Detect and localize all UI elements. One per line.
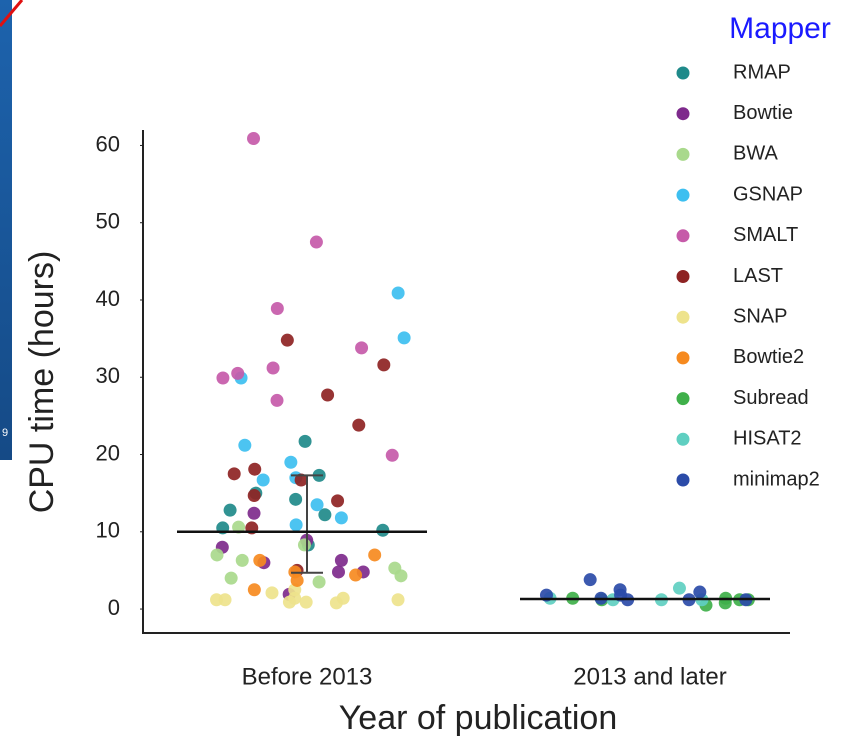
y-tick-label: 20: [96, 440, 120, 465]
x-tick-label: Before 2013: [242, 663, 373, 690]
data-point: [376, 523, 390, 537]
data-point: [334, 553, 348, 567]
data-point: [223, 503, 237, 517]
data-point: [297, 538, 311, 552]
slide-fragment: 9: [2, 427, 8, 439]
legend-label: SNAP: [733, 305, 787, 327]
data-point: [377, 358, 391, 372]
data-point: [334, 511, 348, 525]
data-point: [235, 553, 249, 567]
data-point: [216, 371, 230, 385]
data-point: [309, 235, 323, 249]
data-point: [391, 593, 405, 607]
data-point: [253, 553, 267, 567]
data-point: [265, 586, 279, 600]
data-point: [256, 473, 270, 487]
legend-label: GSNAP: [733, 183, 803, 205]
data-point: [312, 575, 326, 589]
data-point: [294, 473, 308, 487]
data-point: [238, 438, 252, 452]
legend-label: Bowtie2: [733, 346, 804, 368]
data-point: [331, 494, 345, 508]
data-point: [693, 585, 707, 599]
data-point: [583, 573, 597, 587]
legend-swatch: [676, 432, 690, 446]
y-tick-label: 40: [96, 286, 120, 311]
data-point: [266, 361, 280, 375]
x-tick-label: 2013 and later: [573, 663, 726, 690]
slide-red-line: [0, 0, 24, 27]
legend-swatch: [676, 392, 690, 406]
legend-label: Bowtie: [733, 102, 793, 124]
y-tick-label: 30: [96, 363, 120, 388]
legend-title: Mapper: [729, 12, 831, 45]
legend-swatch: [676, 351, 690, 365]
data-point: [310, 498, 324, 512]
legend-label: RMAP: [733, 61, 791, 83]
legend-label: SMALT: [733, 224, 798, 246]
data-point: [210, 593, 224, 607]
data-point: [298, 434, 312, 448]
data-point: [318, 508, 332, 522]
legend-label: HISAT2: [733, 428, 802, 450]
data-point: [352, 418, 366, 432]
legend-label: Subread: [733, 387, 809, 409]
data-point: [391, 286, 405, 300]
legend-swatch: [676, 66, 690, 80]
x-axis-label: Year of publication: [339, 699, 618, 737]
legend-label: minimap2: [733, 468, 820, 490]
data-point: [227, 467, 241, 481]
data-point: [299, 595, 313, 609]
data-point: [284, 455, 298, 469]
y-axis-label: CPU time (hours): [23, 251, 61, 514]
data-point: [355, 341, 369, 355]
data-point: [289, 518, 303, 532]
y-tick-label: 50: [96, 209, 120, 234]
legend-label: BWA: [733, 143, 778, 165]
legend-label: LAST: [733, 265, 783, 287]
data-point: [349, 568, 363, 582]
data-point: [247, 583, 261, 597]
data-point: [394, 569, 408, 583]
data-point: [247, 488, 261, 502]
y-tick-label: 60: [96, 131, 120, 156]
data-point: [397, 331, 411, 345]
data-point: [231, 366, 245, 380]
data-point: [385, 448, 399, 462]
data-point: [280, 333, 294, 347]
y-tick-label: 10: [96, 518, 120, 543]
data-point: [247, 506, 261, 520]
legend-swatch: [676, 107, 690, 121]
data-point: [321, 388, 335, 402]
data-point: [331, 565, 345, 579]
data-point: [232, 520, 246, 534]
legend-swatch: [676, 229, 690, 243]
y-tick-label: 0: [108, 595, 120, 620]
data-point: [270, 301, 284, 315]
data-point: [329, 596, 343, 610]
data-point: [247, 131, 261, 145]
data-point: [224, 571, 238, 585]
legend-swatch: [676, 473, 690, 487]
legend-swatch: [676, 147, 690, 161]
data-point: [368, 548, 382, 562]
data-point: [289, 492, 303, 506]
slide-edge: [0, 0, 12, 460]
data-point: [210, 548, 224, 562]
legend-swatch: [676, 188, 690, 202]
data-point: [270, 393, 284, 407]
data-point: [672, 581, 686, 595]
data-point: [248, 462, 262, 476]
legend-swatch: [676, 270, 690, 283]
legend-swatch: [676, 310, 690, 324]
